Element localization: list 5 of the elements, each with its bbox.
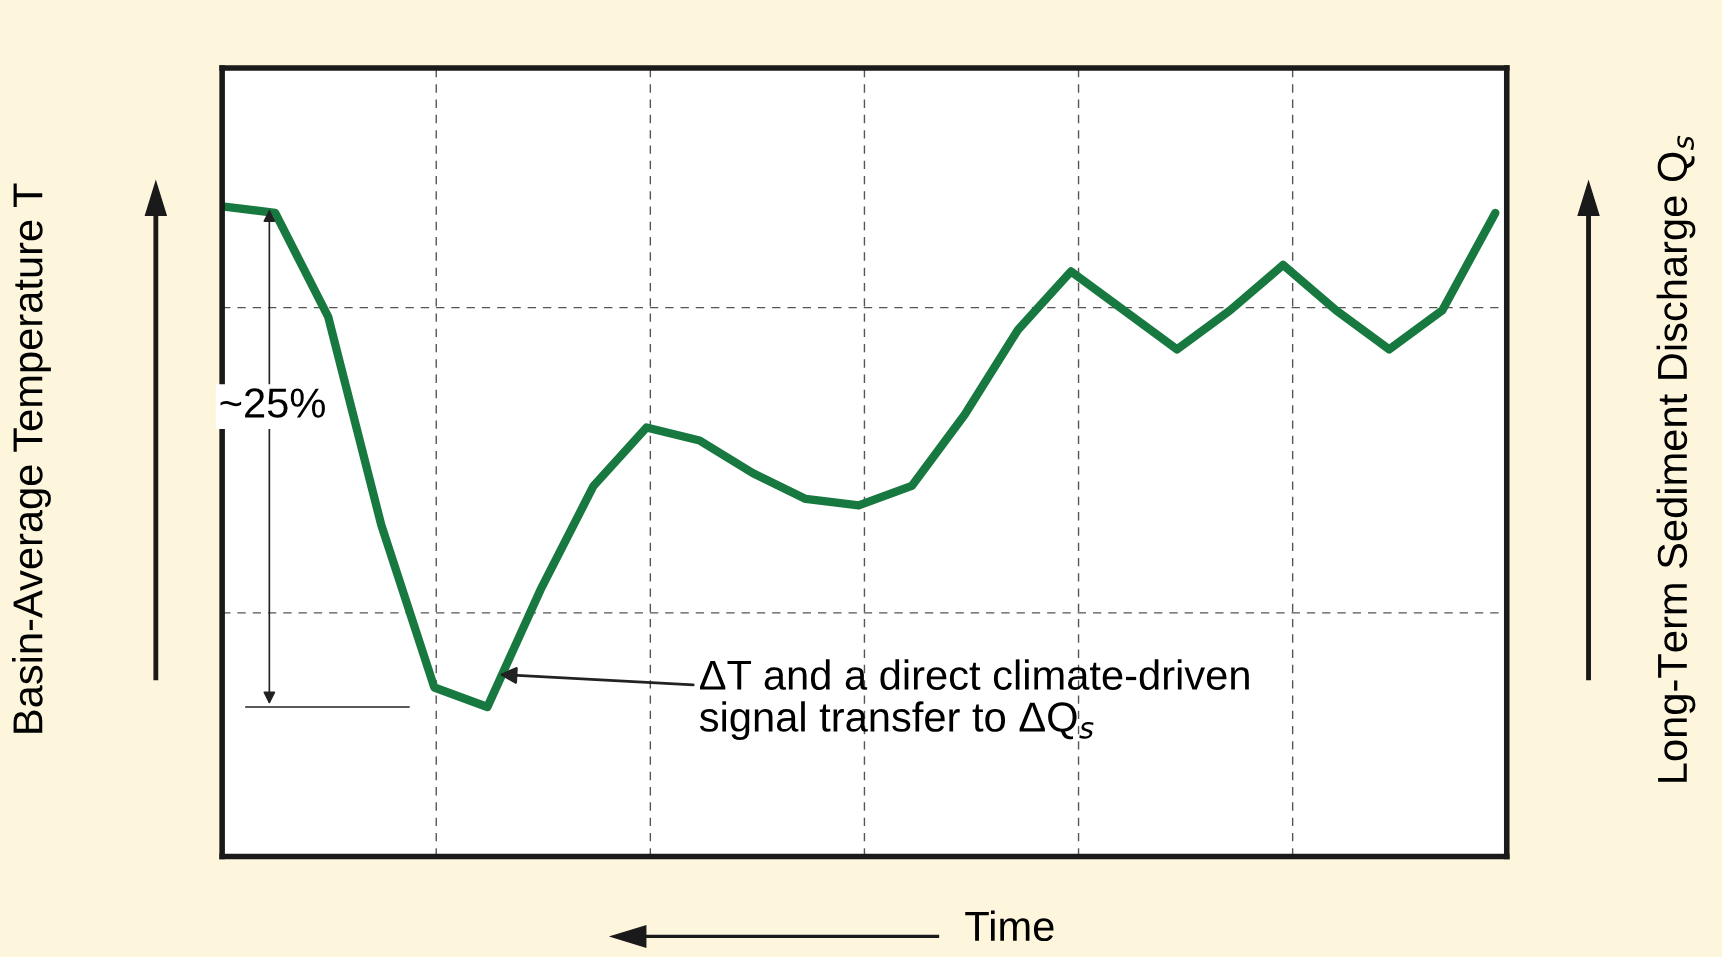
x-axis-title: Time xyxy=(965,910,1054,942)
annotation: ΔT and a direct climate-driven signal transfer to ΔQ$_{s}$ xyxy=(699,659,1249,741)
y2-axis-title: Long-Term Sediment Discharge Q$_{s}$ xyxy=(1656,135,1696,782)
annotation: ~25% xyxy=(220,388,325,418)
y-axis-title: Basin-Average Temperature T xyxy=(12,183,51,733)
